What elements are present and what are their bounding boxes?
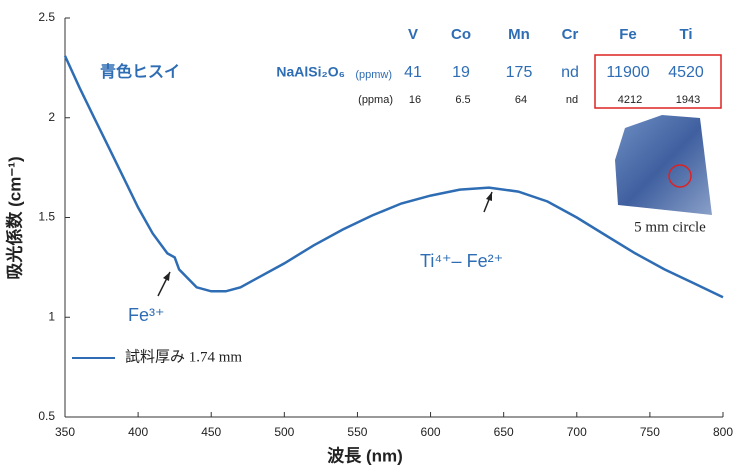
x-tick-label: 600 — [421, 425, 441, 439]
chart: 波長 (nm) 吸光係数 (cm⁻¹) 青色ヒスイ 5 mm circle 0.… — [0, 0, 738, 470]
row-unit: (ppma) — [358, 94, 393, 106]
table-cell: 1943 — [676, 94, 700, 106]
legend-label: 試料厚み 1.74 mm — [125, 348, 242, 365]
x-tick-label: 800 — [713, 425, 733, 439]
table-cell: 175 — [506, 64, 533, 81]
x-tick-label: 400 — [128, 425, 148, 439]
arrow-head — [486, 192, 492, 201]
x-tick-label: 700 — [567, 425, 587, 439]
table-cell: nd — [561, 64, 579, 81]
table-header: Cr — [562, 26, 579, 43]
arrow-head — [163, 272, 170, 281]
x-tick-label: 500 — [274, 425, 294, 439]
x-tick-label: 750 — [640, 425, 660, 439]
table-header: Ti — [679, 26, 692, 43]
table-header: Fe — [619, 26, 637, 43]
table-cell: 6.5 — [455, 94, 470, 106]
x-tick-label: 550 — [347, 425, 367, 439]
table-cell: 16 — [409, 94, 421, 106]
table-header: V — [408, 26, 418, 43]
y-axis-title: 吸光係数 (cm⁻¹) — [4, 156, 24, 279]
row-unit: (ppmw) — [355, 69, 392, 81]
annotation: Ti⁴⁺– Fe²⁺ — [420, 251, 503, 271]
highlight-box — [595, 55, 721, 108]
row-label: NaAlSi₂O₆ — [276, 64, 345, 80]
y-tick-label: 1.5 — [38, 210, 55, 224]
y-tick-label: 2 — [48, 110, 55, 124]
table-header: Mn — [508, 26, 530, 43]
x-tick-label: 450 — [201, 425, 221, 439]
sample-label: 青色ヒスイ — [100, 62, 180, 81]
x-tick-label: 350 — [55, 425, 75, 439]
table-cell: 4520 — [668, 64, 704, 81]
table-cell: 41 — [404, 64, 422, 81]
annotation: Fe³⁺ — [128, 305, 165, 325]
x-tick-label: 650 — [494, 425, 514, 439]
table-cell: 11900 — [606, 64, 649, 81]
x-axis-title: 波長 (nm) — [327, 445, 403, 465]
table-header: Co — [451, 26, 471, 43]
y-tick-label: 2.5 — [38, 10, 55, 24]
sample-photo — [615, 115, 712, 215]
y-tick-label: 1 — [48, 309, 55, 323]
y-tick-label: 0.5 — [38, 409, 55, 423]
table-cell: nd — [566, 94, 578, 106]
photo-caption: 5 mm circle — [634, 219, 706, 235]
table-cell: 4212 — [618, 94, 642, 106]
table-cell: 64 — [515, 94, 527, 106]
table-cell: 19 — [452, 64, 470, 81]
